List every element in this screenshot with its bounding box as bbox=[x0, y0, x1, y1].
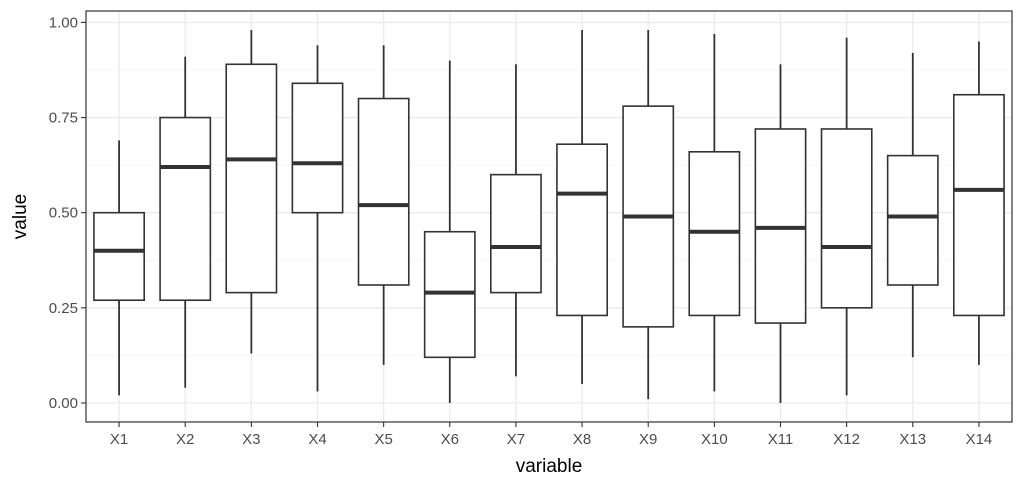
box-iqr bbox=[291, 82, 344, 214]
panel-border bbox=[85, 10, 1013, 423]
box-x12 bbox=[820, 37, 873, 396]
box-iqr bbox=[93, 211, 146, 302]
grid-layer bbox=[86, 11, 1012, 422]
y-tick-label: 1.00 bbox=[49, 14, 78, 31]
x-axis-title: variable bbox=[516, 456, 583, 477]
box-x1 bbox=[93, 140, 146, 396]
box-x2 bbox=[159, 56, 212, 388]
y-tick-label: 0.25 bbox=[49, 300, 78, 317]
box-x8 bbox=[556, 30, 609, 384]
x-tick-label: X2 bbox=[176, 431, 194, 448]
y-tick-label: 0.75 bbox=[49, 110, 78, 127]
x-tick-label: X10 bbox=[701, 431, 728, 448]
box-x3 bbox=[225, 30, 278, 354]
box-x4 bbox=[291, 45, 344, 392]
x-tick-label: X9 bbox=[639, 431, 657, 448]
x-tick-label: X12 bbox=[833, 431, 860, 448]
x-tick-label: X7 bbox=[507, 431, 525, 448]
x-tick-label: X3 bbox=[242, 431, 260, 448]
box-x11 bbox=[754, 64, 807, 403]
box-iqr bbox=[952, 93, 1005, 317]
x-tick-label: X4 bbox=[308, 431, 326, 448]
x-tick-label: X8 bbox=[573, 431, 591, 448]
box-iqr bbox=[225, 63, 278, 294]
box-iqr bbox=[556, 143, 609, 317]
boxes-layer bbox=[93, 30, 1005, 403]
y-axis-title: value bbox=[10, 194, 31, 239]
y-tick-label: 0.50 bbox=[49, 205, 78, 222]
box-iqr bbox=[886, 154, 939, 286]
box-x9 bbox=[622, 30, 675, 400]
box-x13 bbox=[886, 52, 939, 358]
box-x7 bbox=[489, 64, 542, 377]
x-tick-label: X6 bbox=[441, 431, 459, 448]
box-x10 bbox=[688, 33, 741, 392]
box-iqr bbox=[357, 97, 410, 286]
y-tick-label: 0.00 bbox=[49, 395, 78, 412]
x-tick-label: X5 bbox=[374, 431, 392, 448]
x-tick-label: X11 bbox=[768, 431, 794, 448]
box-x14 bbox=[952, 41, 1005, 365]
box-iqr bbox=[159, 116, 212, 302]
box-x6 bbox=[423, 60, 476, 403]
box-iqr bbox=[820, 128, 873, 309]
axes-layer: 0.00 0.25 0.50 0.75 1.00 X1 X2 X3 X4 X5 X6 X7 X8 X9 X1… bbox=[49, 14, 992, 448]
x-tick-label: X14 bbox=[966, 431, 993, 448]
box-x5 bbox=[357, 45, 410, 365]
x-tick-label: X1 bbox=[110, 431, 128, 448]
box-iqr bbox=[489, 173, 542, 294]
x-tick-label: X13 bbox=[899, 431, 926, 448]
